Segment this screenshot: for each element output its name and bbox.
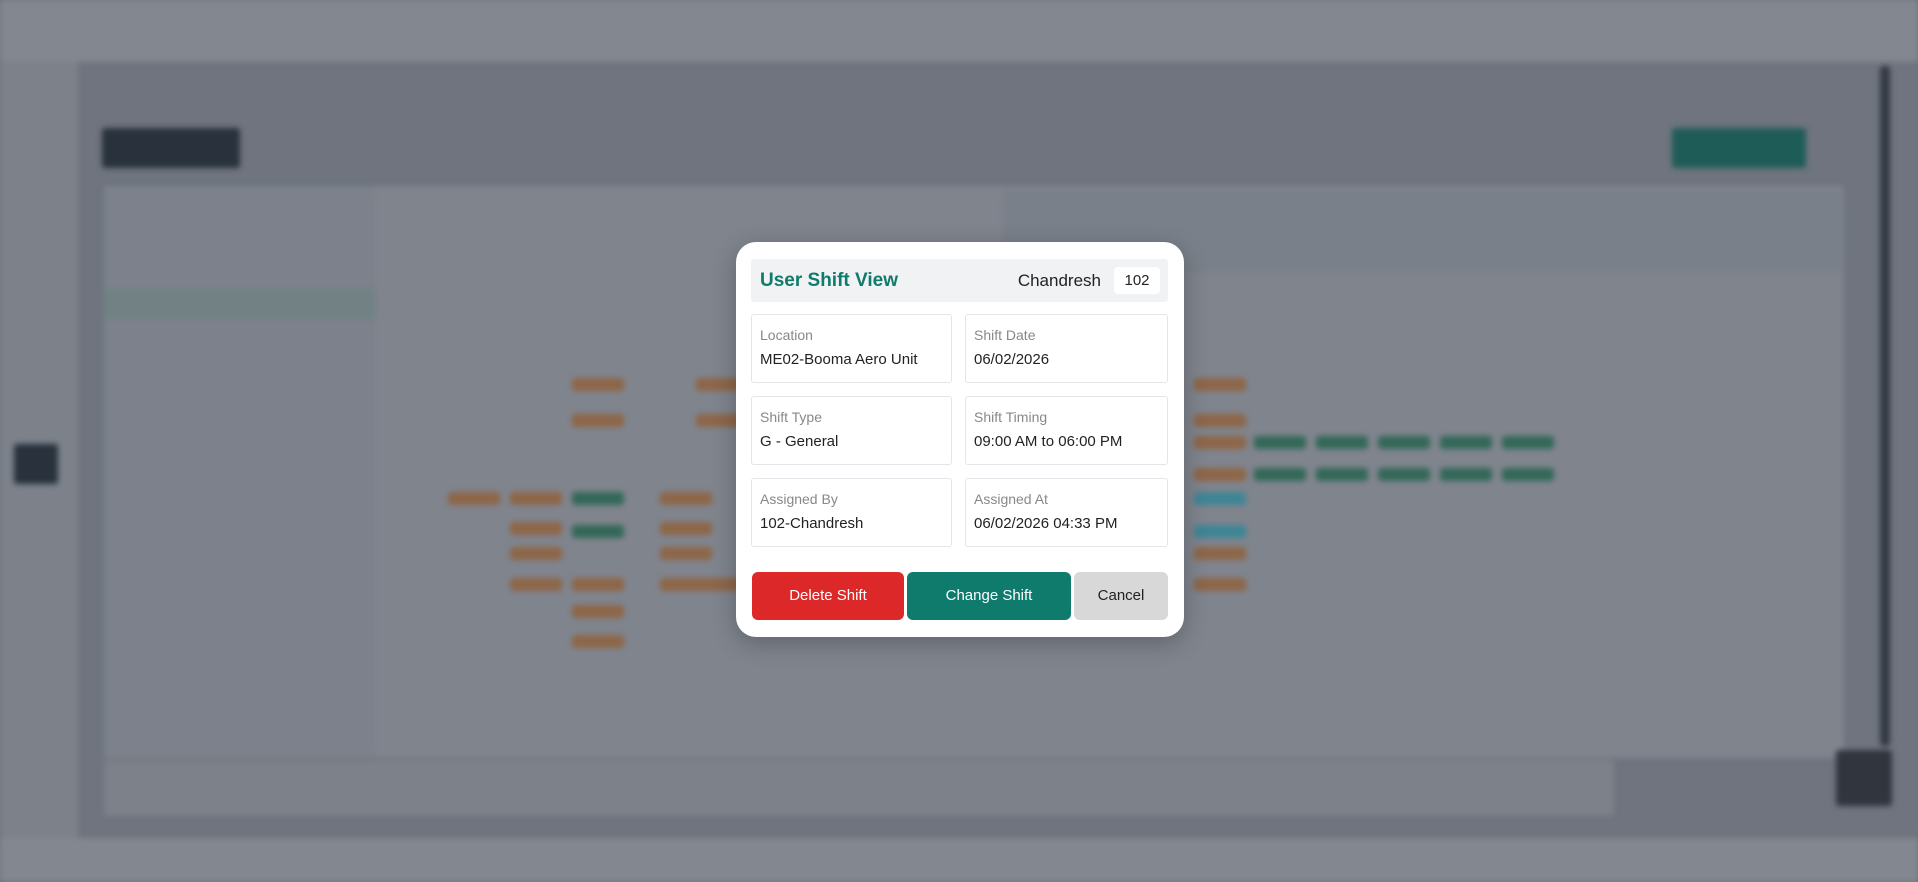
field-label: Location	[760, 327, 813, 343]
field-label: Shift Timing	[974, 409, 1048, 425]
shift-block	[572, 605, 624, 618]
nav-active	[14, 444, 58, 484]
field-value: ME02-Booma Aero Unit	[760, 351, 918, 368]
shift-block	[572, 525, 624, 538]
shift-block	[448, 492, 500, 505]
shift-block	[1378, 436, 1430, 449]
shift-block	[1502, 436, 1554, 449]
shift-block	[1254, 436, 1306, 449]
shift-block	[1194, 578, 1246, 591]
shift-block	[1194, 525, 1246, 538]
field-card: Shift Timing 09:00 AM to 06:00 PM	[965, 396, 1168, 465]
cancel-button[interactable]: Cancel	[1074, 572, 1168, 620]
shift-block	[660, 522, 712, 535]
field-label: Assigned By	[760, 491, 838, 507]
shift-block	[1194, 468, 1246, 481]
shift-block	[572, 378, 624, 391]
field-card: Shift Date 06/02/2026	[965, 314, 1168, 383]
footer	[0, 838, 1918, 882]
shift-block	[510, 578, 562, 591]
shift-block	[572, 578, 624, 591]
field-card: Shift Type G - General	[751, 396, 952, 465]
shift-block	[1440, 468, 1492, 481]
legend-bar	[104, 760, 1614, 816]
shift-block	[1194, 492, 1246, 505]
shift-block	[1316, 436, 1368, 449]
field-value: G - General	[760, 433, 839, 450]
modal-header: User Shift View Chandresh 102	[751, 259, 1168, 302]
modal-title: User Shift View	[760, 270, 898, 291]
field-value: 102-Chandresh	[760, 515, 864, 532]
field-label: Shift Type	[760, 409, 823, 425]
shift-block	[1194, 547, 1246, 560]
users-panel	[104, 186, 376, 758]
shift-block	[696, 378, 748, 391]
scrollbar	[1880, 66, 1890, 746]
user-name: Chandresh	[1017, 271, 1101, 290]
field-card: Location ME02-Booma Aero Unit	[751, 314, 952, 383]
field-value: 09:00 AM to 06:00 PM	[974, 433, 1123, 450]
shift-block	[1502, 468, 1554, 481]
delete-button[interactable]: Delete Shift	[752, 572, 904, 620]
shift-block	[1254, 468, 1306, 481]
shift-block	[572, 635, 624, 648]
field-label: Shift Date	[974, 327, 1036, 343]
shift-block	[510, 492, 562, 505]
field-value: 06/02/2026	[974, 351, 1050, 368]
shift-block	[510, 522, 562, 535]
shift-block	[572, 414, 624, 427]
shift-block	[696, 414, 748, 427]
shift-block	[1194, 378, 1246, 391]
top-bar	[0, 0, 1918, 62]
field-value: 06/02/2026 04:33 PM	[974, 515, 1118, 532]
shift-block	[572, 492, 624, 505]
field-label: Assigned At	[974, 491, 1048, 507]
field-card: Assigned By 102-Chandresh	[751, 478, 952, 547]
user-id: 102	[1114, 267, 1160, 294]
shift-modal: User Shift View Chandresh 102 Location ME…	[736, 242, 1184, 637]
change-button[interactable]: Change Shift	[907, 572, 1071, 620]
shift-block	[1194, 436, 1246, 449]
shift-block	[1440, 436, 1492, 449]
shift-block	[696, 578, 748, 591]
shift-block	[510, 547, 562, 560]
chat-button	[1836, 750, 1892, 806]
add-button	[1672, 128, 1806, 168]
shift-block	[1378, 468, 1430, 481]
shift-block	[660, 547, 712, 560]
shift-block	[1316, 468, 1368, 481]
shift-block	[1194, 414, 1246, 427]
group-row	[104, 288, 376, 320]
shift-block	[660, 492, 712, 505]
tab	[102, 128, 240, 168]
field-card: Assigned At 06/02/2026 04:33 PM	[965, 478, 1168, 547]
